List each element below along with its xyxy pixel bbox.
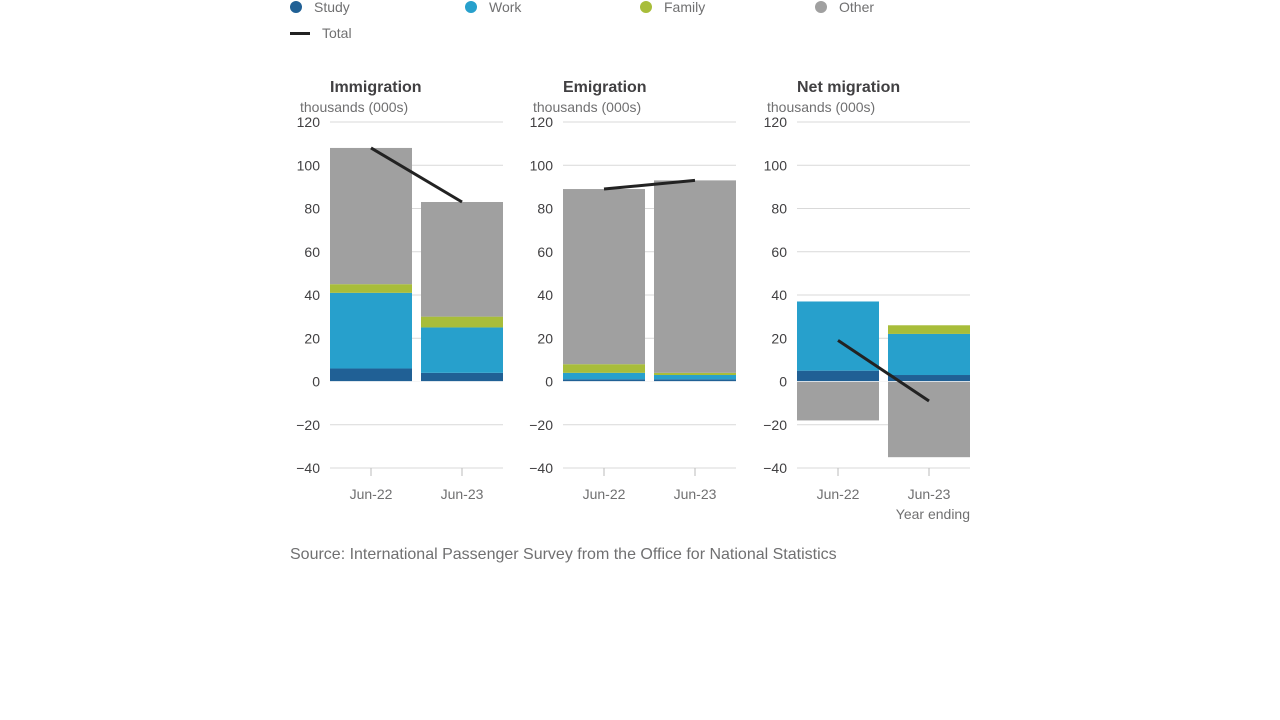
panel-3-bar-study-jun-23	[888, 375, 970, 382]
panel-1-bar-study-jun-23	[421, 372, 503, 382]
panel-1-y-tick-label: 0	[312, 374, 320, 390]
panel-2-y-tick-label: −20	[529, 417, 553, 433]
panel-3-y-unit-label: thousands (000s)	[767, 99, 875, 115]
legend-label-work: Work	[489, 0, 522, 15]
panel-3-y-tick-label: −20	[763, 417, 787, 433]
work-swatch	[465, 1, 477, 13]
panel-3-y-tick-label: 0	[779, 374, 787, 390]
other-swatch	[815, 1, 827, 13]
legend-label-family: Family	[664, 0, 706, 15]
panel-3-y-tick-label: 60	[771, 244, 787, 260]
panel-2-bar-other-jun-23	[654, 180, 736, 373]
legend-item-other: Other	[815, 0, 874, 17]
panel-2-y-tick-label: 0	[545, 374, 553, 390]
panel-3-bar-other-jun-22	[797, 381, 879, 421]
panel-1-y-tick-label: 20	[304, 330, 320, 346]
family-swatch	[640, 1, 652, 13]
panel-2-bar-family-jun-23	[654, 372, 736, 376]
panel-1-y-tick-label: −20	[296, 417, 320, 433]
panel-3-bar-family-jun-23	[888, 325, 970, 334]
panel-1-y-tick-label: 120	[297, 114, 321, 130]
panel-2-y-tick-label: −40	[529, 460, 553, 476]
panel-2-y-tick-label: 100	[530, 157, 554, 173]
panel-2-y-tick-label: 60	[537, 244, 553, 260]
panel-2-bar-family-jun-22	[563, 364, 645, 373]
panel-1-bar-family-jun-23	[421, 316, 503, 328]
panel-3-bar-other-jun-23	[888, 381, 970, 458]
panel-3-bar-work-jun-23	[888, 333, 970, 376]
panel-2-total-line	[603, 178, 696, 191]
source-note: Source: International Passenger Survey f…	[290, 546, 837, 563]
charts-area: Immigration thousands (000s) −40 −20 0 20 40 60…	[296, 79, 970, 522]
panel-2-bar-work-jun-22	[563, 372, 645, 380]
panel-3-y-tick-label: 40	[771, 287, 787, 303]
panel-1-y-tick-label: 60	[304, 244, 320, 260]
panel-3-x-tick-label: Jun-23	[908, 486, 951, 502]
panel-2-title: Emigration	[563, 79, 647, 96]
panel-2-bar-work-jun-23	[654, 375, 736, 380]
legend-label-total: Total	[322, 25, 352, 41]
panel-3-x-tick-label: Jun-22	[817, 486, 860, 502]
panel-1-y-tick-label: 80	[304, 201, 320, 217]
panel-2-y-tick-label: 20	[537, 330, 553, 346]
panel-1-y-unit-label: thousands (000s)	[300, 99, 408, 115]
legend-item-study: Study	[290, 0, 350, 17]
panel-3-title: Net migration	[797, 79, 900, 96]
panel-3-y-tick-label: 80	[771, 201, 787, 217]
panel-1-bar-family-jun-22	[330, 284, 412, 293]
panel-2-bar-other-jun-22	[563, 189, 645, 365]
legend-item-work: Work	[465, 0, 521, 17]
legend: Study Work Family Other Total	[290, 0, 970, 49]
panel-1-title: Immigration	[330, 79, 422, 96]
panel-2-x-tick-label: Jun-22	[583, 486, 626, 502]
panel-1-y-tick-label: 100	[297, 157, 321, 173]
panel-2-y-tick-label: 80	[537, 201, 553, 217]
panel-3-y-tick-label: 20	[771, 330, 787, 346]
panel-1-x-tick-label: Jun-22	[350, 486, 393, 502]
panel-2-y-unit-label: thousands (000s)	[533, 99, 641, 115]
panel-3-bar-study-jun-22	[797, 370, 879, 382]
panel-2-x-tick-label: Jun-23	[674, 486, 717, 502]
panel-1-bar-work-jun-23	[421, 327, 503, 373]
legend-label-other: Other	[839, 0, 875, 15]
legend-row-2: Total	[290, 23, 970, 49]
legend-item-family: Family	[640, 0, 705, 17]
panel-1-bar-other-jun-22	[330, 147, 412, 285]
panel-3-y-tick-label: −40	[763, 460, 787, 476]
x-axis-title: Year ending	[896, 506, 970, 522]
panel-3-total-line	[837, 339, 930, 403]
panel-2-y-tick-label: 120	[530, 114, 554, 130]
panel-1-x-tick-label: Jun-23	[441, 486, 484, 502]
panel-1-y-tick-label: −40	[296, 460, 320, 476]
panel-1-bar-other-jun-23	[421, 202, 503, 317]
total-line-swatch	[290, 31, 310, 35]
panel-1-y-tick-label: 40	[304, 287, 320, 303]
panel-2-bar-study-jun-22	[563, 379, 645, 382]
panel-3-y-tick-label: 120	[764, 114, 788, 130]
legend-label-study: Study	[314, 0, 350, 15]
legend-item-total: Total	[290, 23, 352, 43]
panel-2-y-tick-label: 40	[537, 287, 553, 303]
panel-2-bar-study-jun-23	[654, 379, 736, 382]
panel-1-bar-study-jun-22	[330, 368, 412, 382]
panel-1-bar-work-jun-22	[330, 292, 412, 369]
study-swatch	[290, 1, 302, 13]
legend-row-1: Study Work Family Other	[290, 0, 970, 23]
panel-3-y-tick-label: 100	[764, 157, 788, 173]
panel-1-total-line	[370, 146, 463, 204]
